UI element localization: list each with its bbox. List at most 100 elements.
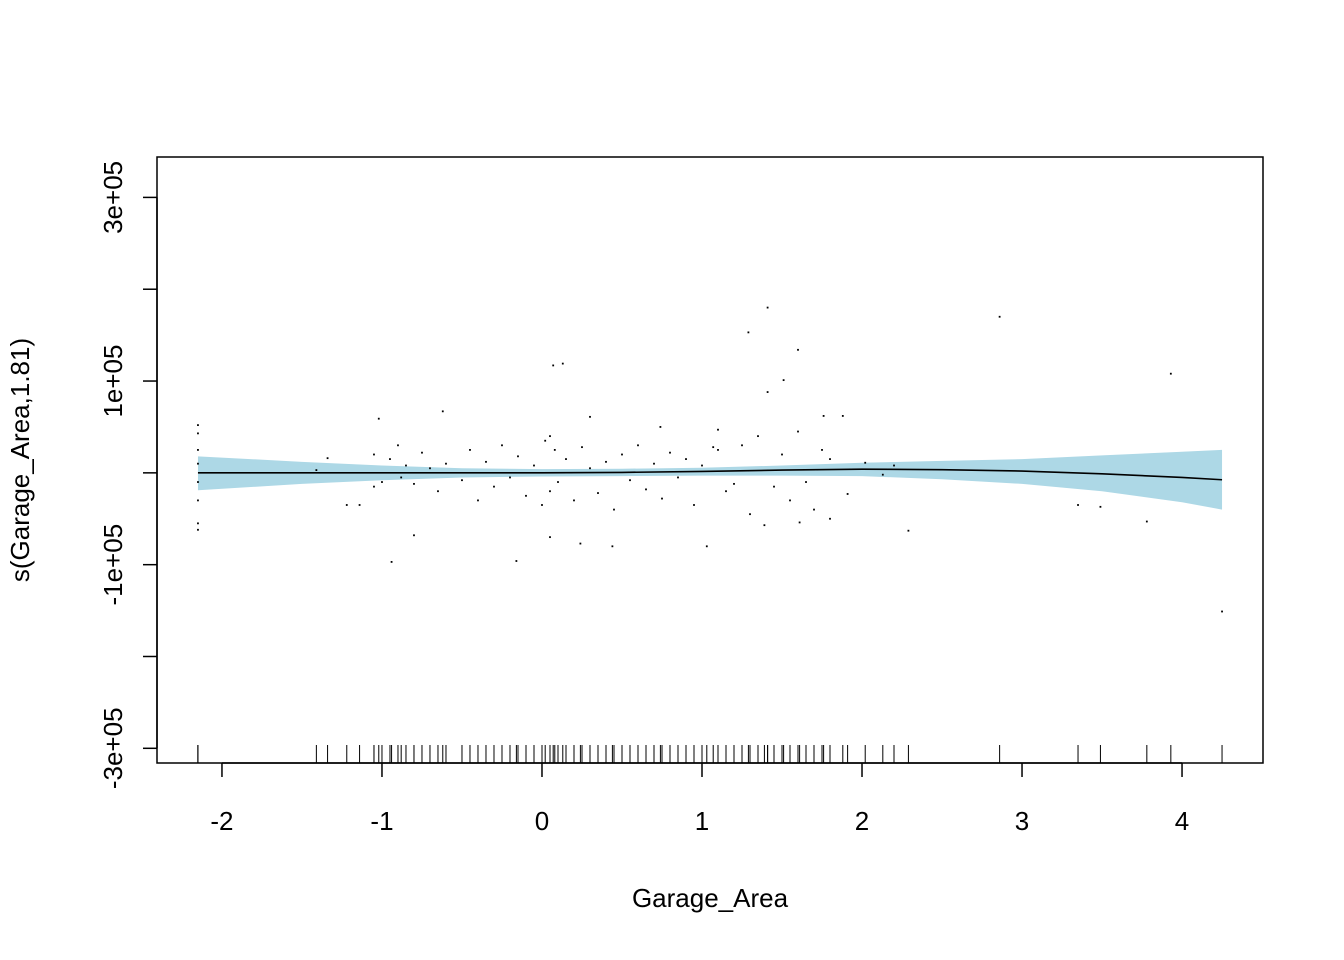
- residual-point: [515, 560, 518, 562]
- residual-point: [717, 449, 719, 451]
- residual-point: [998, 315, 1001, 318]
- x-tick-label: -2: [210, 806, 233, 836]
- x-tick-label: 4: [1175, 806, 1189, 836]
- residual-point: [477, 499, 479, 502]
- x-tick-label: -1: [370, 806, 393, 836]
- residual-point: [893, 464, 895, 467]
- residual-point: [541, 504, 543, 506]
- residual-point: [725, 490, 727, 493]
- residual-point: [429, 467, 431, 470]
- residual-point: [326, 457, 329, 460]
- residual-point: [841, 415, 844, 417]
- residual-point: [766, 391, 769, 393]
- residual-point: [573, 499, 575, 502]
- residual-point: [197, 481, 199, 483]
- residual-point: [864, 461, 867, 464]
- residual-point: [381, 481, 383, 483]
- residual-point: [669, 451, 671, 454]
- residual-point: [717, 428, 719, 431]
- residual-point: [789, 499, 791, 502]
- residual-point: [358, 504, 361, 506]
- residual-point: [197, 424, 199, 427]
- residual-point: [400, 476, 403, 479]
- residual-point: [493, 485, 495, 488]
- residual-point: [373, 485, 375, 488]
- residual-point: [389, 458, 391, 460]
- y-tick-label: 3e+05: [98, 161, 128, 234]
- residual-point: [829, 458, 831, 460]
- residual-point: [712, 446, 715, 449]
- x-tick-label: 0: [535, 806, 549, 836]
- residual-point: [553, 449, 556, 451]
- residual-point: [1221, 610, 1223, 613]
- residual-point: [413, 482, 415, 485]
- residual-point: [645, 488, 647, 491]
- residual-point: [557, 481, 559, 483]
- residual-point: [705, 545, 708, 548]
- residual-point: [781, 453, 783, 456]
- residual-point: [485, 460, 487, 463]
- residual-point: [315, 469, 318, 471]
- residual-point: [741, 444, 743, 447]
- x-tick-label: 2: [855, 806, 869, 836]
- residual-point: [197, 432, 199, 435]
- residual-point: [525, 494, 527, 497]
- residual-point: [1169, 372, 1172, 375]
- residual-point: [797, 348, 799, 351]
- residual-point: [685, 458, 687, 460]
- residual-point: [907, 529, 910, 532]
- x-axis-label: Garage_Area: [632, 883, 789, 913]
- residual-point: [613, 508, 615, 511]
- residual-point: [797, 430, 799, 433]
- residual-point: [197, 499, 199, 502]
- residual-point: [813, 508, 815, 511]
- residual-point: [197, 528, 199, 531]
- residual-point: [549, 536, 551, 539]
- residual-point: [757, 435, 759, 438]
- residual-point: [677, 476, 679, 479]
- residual-point: [437, 490, 439, 493]
- residual-point: [373, 453, 375, 456]
- residual-point: [445, 462, 447, 465]
- residual-point: [597, 492, 599, 494]
- x-tick-label: 1: [695, 806, 709, 836]
- residual-point: [397, 444, 399, 447]
- residual-point: [653, 462, 655, 465]
- residual-point: [345, 504, 348, 506]
- residual-point: [197, 449, 199, 451]
- residual-point: [581, 446, 583, 449]
- residual-point: [733, 482, 735, 485]
- residual-point: [829, 517, 831, 520]
- residual-point: [1077, 504, 1079, 506]
- smooth-line: [197, 468, 1223, 481]
- residual-point: [661, 497, 663, 500]
- residual-point: [621, 453, 623, 456]
- residual-point: [561, 362, 564, 365]
- residual-point: [552, 364, 555, 367]
- residual-point: [659, 426, 662, 428]
- residual-point: [773, 485, 775, 488]
- x-tick-label: 3: [1015, 806, 1029, 836]
- residual-point: [405, 464, 407, 467]
- residual-point: [1099, 505, 1102, 508]
- residual-point: [565, 458, 567, 460]
- residual-point: [461, 479, 463, 482]
- residual-point: [509, 476, 511, 479]
- y-tick-label: -3e+05: [98, 707, 128, 789]
- residual-point: [693, 504, 695, 506]
- residual-point: [798, 521, 801, 524]
- residual-point: [629, 479, 631, 482]
- residual-point: [517, 455, 519, 458]
- residual-point: [805, 481, 807, 483]
- residual-point: [782, 379, 785, 382]
- residual-point: [611, 545, 614, 548]
- residual-point: [637, 444, 639, 447]
- residual-point: [197, 522, 199, 525]
- y-tick-label: 1e+05: [98, 345, 128, 418]
- residual-point: [1145, 520, 1148, 523]
- residual-point: [549, 435, 551, 438]
- residual-point: [822, 415, 825, 417]
- residual-point: [579, 542, 582, 545]
- y-tick-label: -1e+05: [98, 524, 128, 606]
